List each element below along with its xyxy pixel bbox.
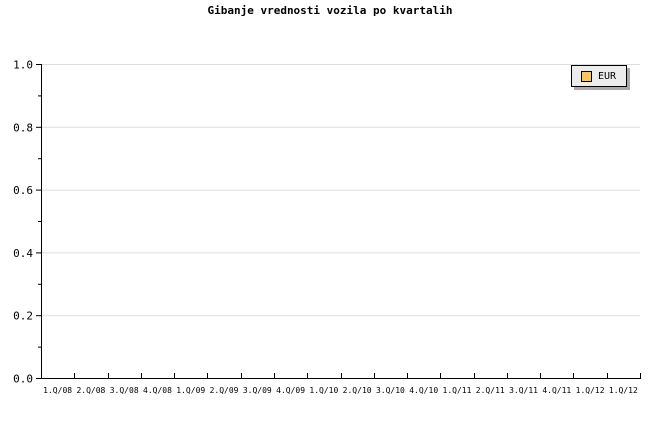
y-tick-label: 0.4: [13, 247, 33, 260]
y-tick-label: 1.0: [13, 59, 33, 72]
x-tick-label: 1.Q/08: [43, 386, 72, 395]
y-tick-label: 0.0: [13, 373, 33, 386]
x-tick-label: 2.Q/09: [210, 386, 239, 395]
x-tick-label: 3.Q/10: [376, 386, 405, 395]
x-tick-label: 4.Q/08: [143, 386, 172, 395]
x-tick-label: 4.Q/11: [542, 386, 571, 395]
x-tick-label: 3.Q/11: [509, 386, 538, 395]
x-tick-label: 4.Q/10: [409, 386, 438, 395]
x-tick-label: 1.Q/10: [309, 386, 338, 395]
x-tick-label: 3.Q/08: [110, 386, 139, 395]
legend-label: EUR: [598, 70, 617, 82]
legend-swatch: [581, 70, 592, 82]
legend: EUR: [571, 65, 627, 87]
x-tick-label: 1.Q/11: [443, 386, 472, 395]
x-tick-label: 2.Q/08: [76, 386, 105, 395]
chart-title: Gibanje vrednosti vozila po kvartalih: [207, 4, 453, 17]
x-tick-label: 1.Q/12: [609, 386, 638, 395]
x-tick-label: 4.Q/09: [276, 386, 305, 395]
x-tick-label: 2.Q/10: [343, 386, 372, 395]
y-tick-label: 0.6: [13, 184, 33, 197]
x-tick-label: 1.Q/12: [576, 386, 605, 395]
x-tick-label: 1.Q/09: [176, 386, 205, 395]
x-tick-label: 2.Q/11: [476, 386, 505, 395]
y-tick-label: 0.2: [13, 310, 33, 323]
y-tick-label: 0.8: [13, 121, 33, 134]
x-tick-label: 3.Q/09: [243, 386, 272, 395]
